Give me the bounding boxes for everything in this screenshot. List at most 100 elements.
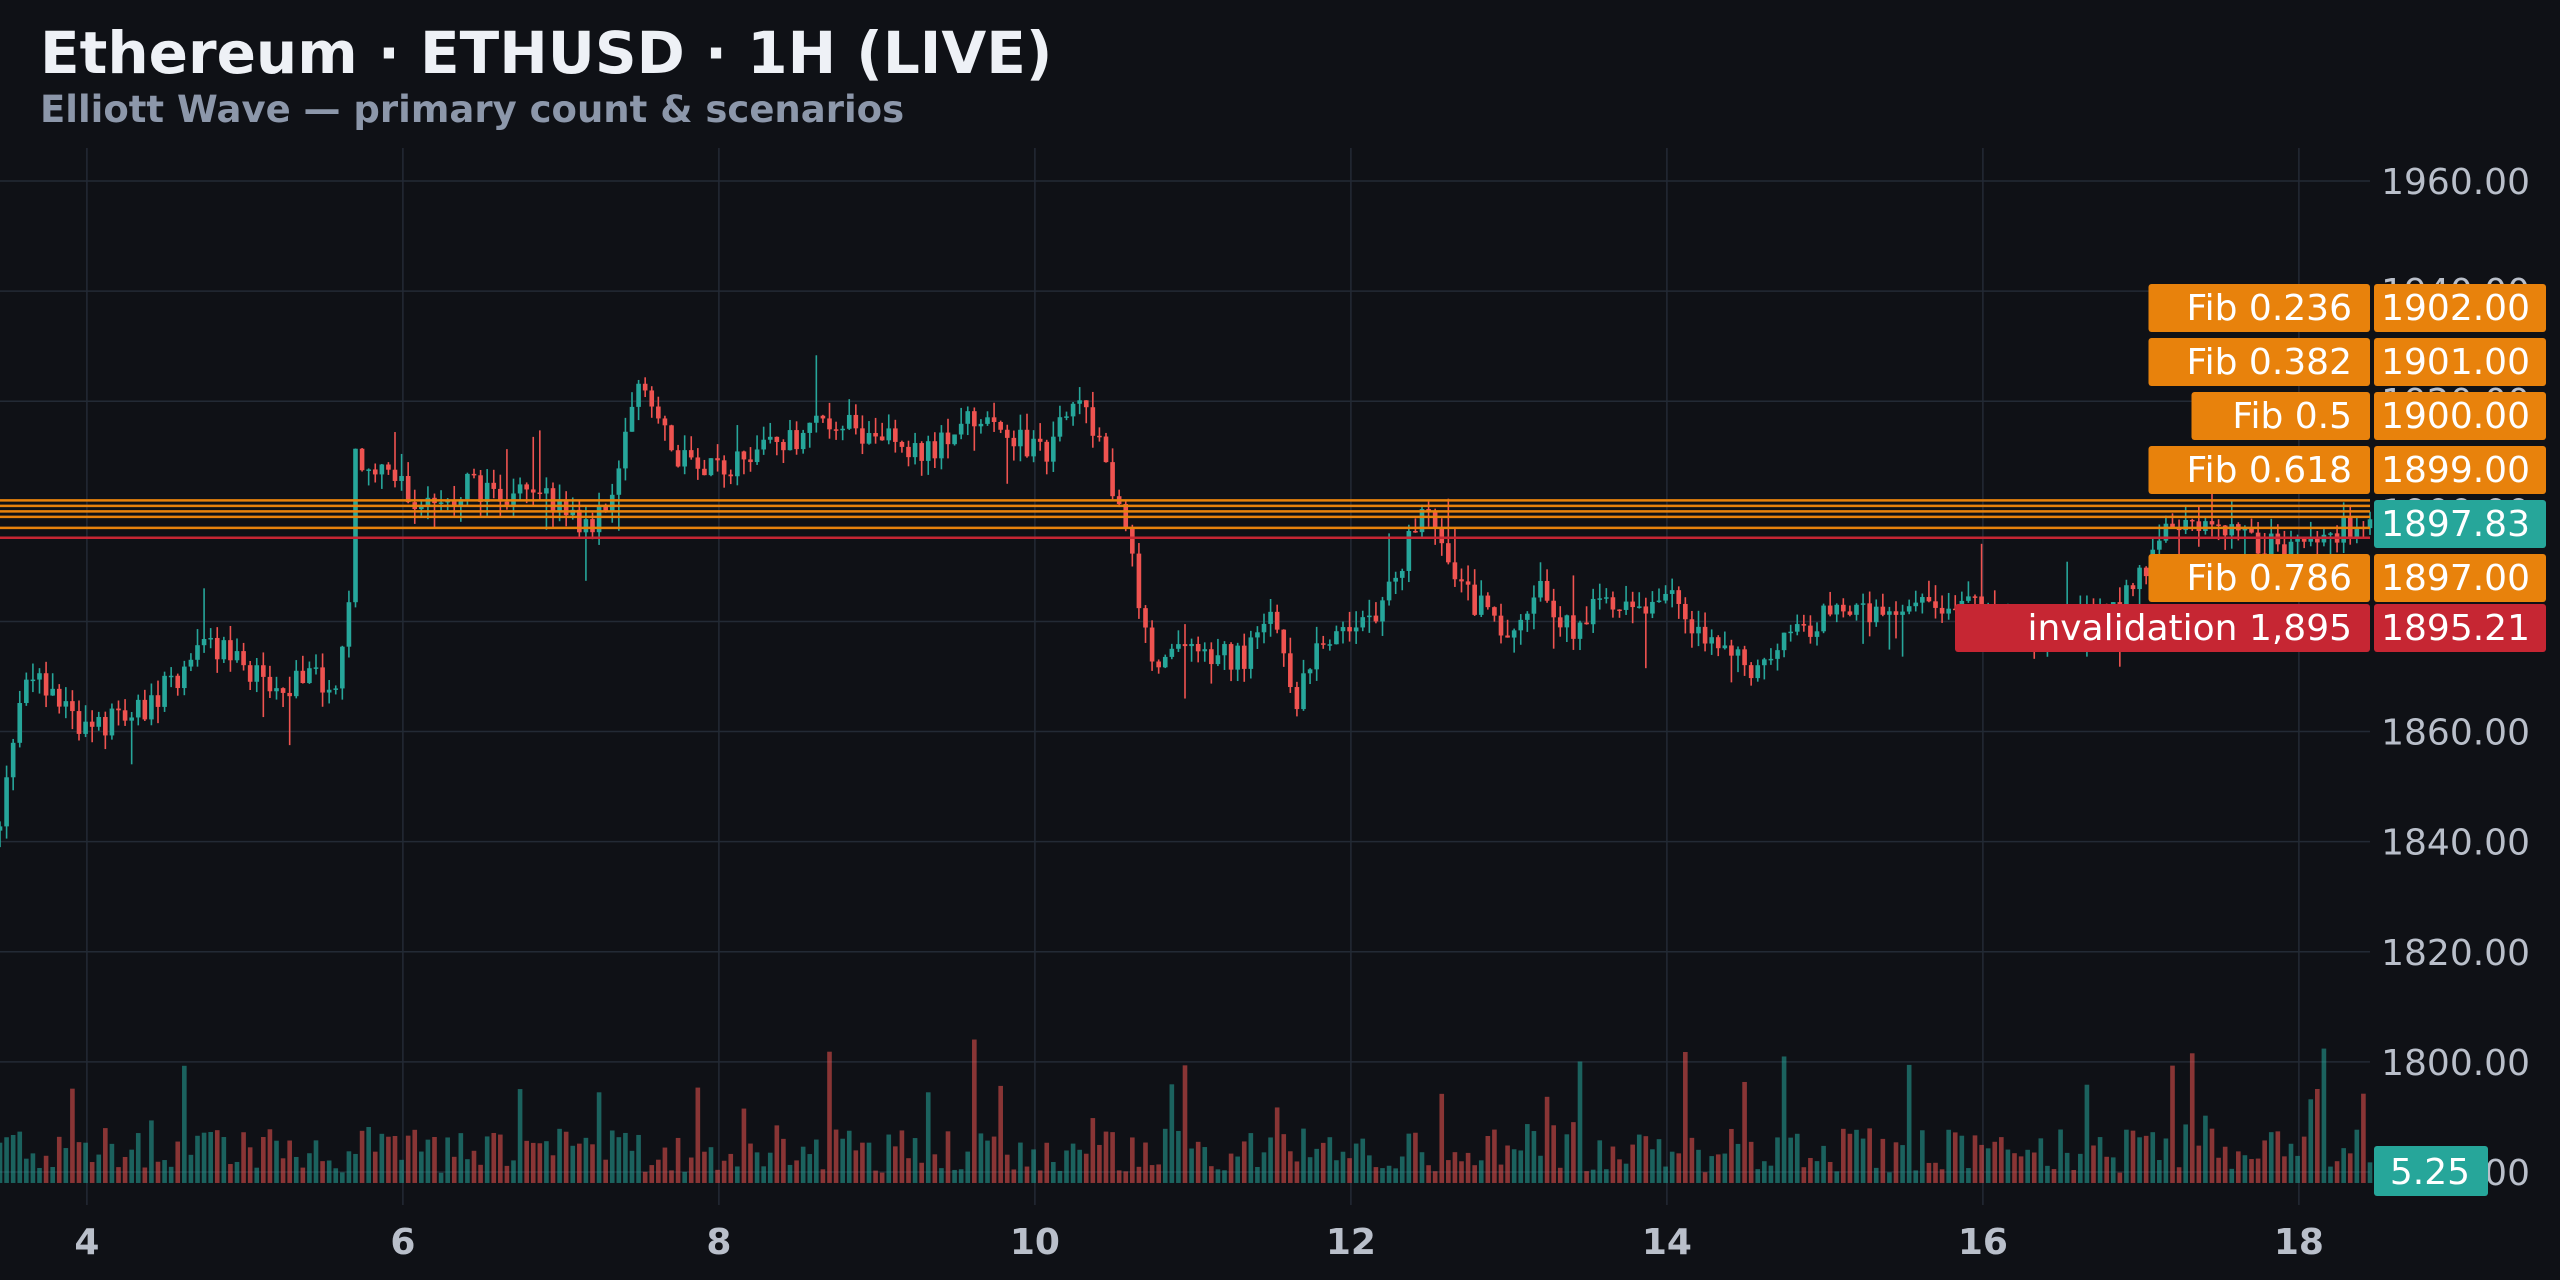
- candle-body: [912, 443, 918, 458]
- volume-bar: [438, 1172, 444, 1183]
- candle-body: [2143, 567, 2149, 577]
- candle-body: [1222, 644, 1227, 656]
- volume-bar: [234, 1161, 240, 1183]
- volume-bar: [853, 1150, 859, 1183]
- candle-body: [1446, 543, 1451, 563]
- candle-body: [228, 640, 233, 661]
- candle-body: [2203, 521, 2208, 531]
- x-axis: 4 6 8 10 12 14 16 18: [74, 1222, 2324, 1263]
- volume-bar: [208, 1132, 213, 1183]
- candle-body: [438, 502, 444, 504]
- candle-body: [1261, 623, 1267, 633]
- volume-bar: [2058, 1129, 2063, 1183]
- volume-bar: [1097, 1144, 1102, 1183]
- volume-bar: [412, 1129, 418, 1183]
- candle-body: [1762, 659, 1767, 666]
- volume-bar: [2203, 1115, 2208, 1183]
- candle-body: [451, 499, 457, 506]
- candle-body: [1077, 400, 1082, 404]
- candle-body: [748, 459, 753, 463]
- volume-bar: [682, 1171, 687, 1183]
- candle-body: [1426, 509, 1431, 512]
- volume-bar: [1149, 1165, 1155, 1183]
- volume-bar: [1827, 1161, 1833, 1183]
- volume-bar: [1683, 1052, 1688, 1183]
- candle-body: [682, 450, 687, 467]
- volume-bar: [175, 1141, 181, 1183]
- volume-bar: [1492, 1129, 1497, 1183]
- volume-bar: [1999, 1137, 2004, 1183]
- volume-bar: [2012, 1153, 2017, 1183]
- candle-body: [1228, 644, 1234, 670]
- candle-body: [1215, 655, 1221, 665]
- volume-bar: [326, 1160, 332, 1183]
- candle-body: [1742, 649, 1747, 666]
- volume-bar: [2315, 1088, 2320, 1183]
- volume-bar: [1228, 1153, 1234, 1183]
- volume-bar: [1518, 1150, 1524, 1183]
- candle-body: [1064, 416, 1069, 418]
- candle-body: [1156, 661, 1161, 668]
- volume-bar: [359, 1130, 365, 1183]
- candle-body: [484, 482, 490, 502]
- volume-bar: [274, 1140, 279, 1183]
- volume-bar: [2183, 1124, 2188, 1183]
- candle-body: [1367, 615, 1372, 618]
- candle-body: [1854, 604, 1859, 615]
- candle-body: [2130, 585, 2136, 590]
- volume-bar: [1274, 1107, 1280, 1183]
- candle-body: [1472, 584, 1477, 615]
- volume-bar: [109, 1143, 115, 1183]
- candle-body: [1630, 601, 1635, 608]
- candle-body: [498, 488, 503, 502]
- volume-bar: [1755, 1169, 1761, 1183]
- volume-bar: [1465, 1152, 1471, 1183]
- candle-body: [1696, 626, 1701, 634]
- candle-body: [399, 476, 404, 481]
- grid: [0, 148, 2370, 1205]
- candle-body: [1841, 604, 1846, 612]
- volume-bar: [1834, 1171, 1840, 1183]
- level-label: Fib 0.382: [2148, 338, 2370, 386]
- volume-bar: [2249, 1159, 2254, 1183]
- candle-body: [1465, 581, 1471, 585]
- candle-body: [195, 645, 200, 660]
- volume-bar: [2262, 1140, 2267, 1183]
- candle-body: [1873, 606, 1879, 623]
- volume-bar: [96, 1154, 102, 1183]
- candle-body: [1011, 437, 1017, 447]
- candle-body: [405, 476, 411, 503]
- volume-bar: [2143, 1135, 2149, 1183]
- candle-body: [1419, 509, 1425, 533]
- volume-bar: [2038, 1138, 2044, 1183]
- volume-bar: [241, 1132, 246, 1183]
- candle-body: [1920, 597, 1925, 603]
- volume-bar: [642, 1171, 648, 1183]
- volume-bar: [2321, 1048, 2327, 1183]
- volume-bar: [2288, 1143, 2294, 1183]
- volume-bar: [1959, 1135, 1965, 1183]
- volume-bar: [860, 1142, 865, 1183]
- volume-bar: [103, 1128, 108, 1183]
- y-tick-label: 1960.00: [2381, 162, 2530, 203]
- candle-body: [886, 428, 892, 441]
- volume-bar: [1979, 1144, 1984, 1183]
- volume-bar: [1538, 1155, 1543, 1183]
- volume-bar: [1867, 1128, 1872, 1183]
- volume-bar: [820, 1169, 826, 1183]
- candle-body: [1755, 665, 1761, 679]
- volume-bar: [1551, 1125, 1556, 1183]
- volume-bar: [2367, 1162, 2373, 1183]
- candle-body: [741, 451, 747, 460]
- volume-bar: [1327, 1137, 1333, 1183]
- candle-body: [109, 708, 115, 736]
- volume-bar: [1018, 1142, 1023, 1183]
- candle-body: [952, 434, 957, 445]
- candle-body: [1413, 530, 1418, 533]
- candle-body: [1709, 637, 1714, 644]
- candle-body: [1650, 601, 1655, 614]
- volume-bar: [1083, 1153, 1089, 1183]
- volume-bar: [2334, 1161, 2340, 1183]
- candle-body: [596, 504, 602, 533]
